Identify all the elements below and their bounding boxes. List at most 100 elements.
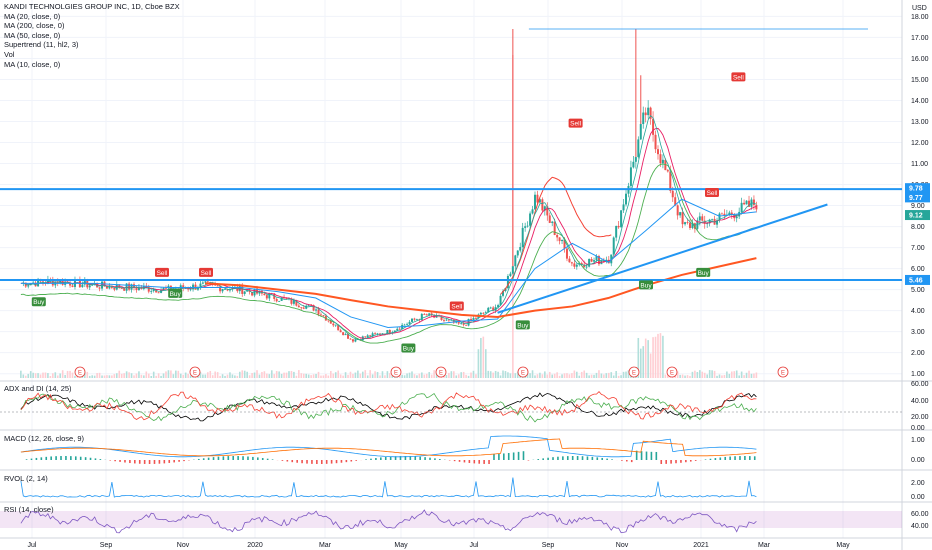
- volume-bar: [118, 370, 121, 378]
- macd-histogram-bar: [729, 456, 731, 460]
- macd-histogram-bar: [680, 460, 682, 463]
- candle-body: [681, 212, 684, 225]
- sell-signal: [199, 267, 213, 277]
- candle-body: [317, 309, 320, 315]
- price-tag: [905, 192, 930, 203]
- volume-bar: [91, 375, 93, 378]
- macd-histogram-bar: [84, 457, 87, 460]
- macd-line: [20, 435, 757, 458]
- earnings-letter: E: [193, 371, 197, 377]
- rsi-line: [20, 509, 757, 534]
- candle-body: [251, 291, 254, 296]
- signal-labels: Buy Sell Buy Sell Buy Sell Buy Sell Buy Sell Buy Se…: [31, 72, 746, 353]
- volume-bar: [88, 375, 91, 378]
- volume-bar: [738, 375, 740, 378]
- volume-bar: [344, 372, 347, 378]
- volume-bar: [408, 372, 411, 378]
- macd-pane: [20, 435, 757, 464]
- volume-bar: [211, 375, 214, 378]
- price-tick-label: 11.00: [911, 161, 928, 168]
- candle-body: [398, 328, 401, 330]
- volume-bar: [369, 370, 371, 378]
- rsi-label[interactable]: RSI (14, close): [4, 505, 54, 514]
- candle-body: [755, 204, 758, 210]
- volume-bar: [649, 353, 652, 378]
- rsi-pane: [0, 509, 902, 534]
- volume-bar: [56, 375, 59, 378]
- macd-histogram-bar: [557, 456, 559, 460]
- volume-bar: [332, 373, 335, 378]
- time-tick-label: Nov: [616, 542, 629, 549]
- macd-histogram-bar: [173, 460, 175, 463]
- legend-vol[interactable]: Vol: [4, 49, 15, 59]
- macd-histogram-bar: [596, 457, 599, 460]
- volume-bar: [482, 336, 485, 378]
- earnings-letter: E: [781, 371, 785, 377]
- time-tick-label: Mar: [319, 542, 332, 549]
- price-axis[interactable]: 18.00 17.00 16.00 15.00 14.00 13.00 12.00 11.00…: [905, 14, 930, 530]
- macd-histogram-bar: [158, 460, 161, 464]
- buy-signal: [401, 343, 416, 353]
- volume-bar: [177, 370, 180, 378]
- volume-bar: [726, 371, 728, 378]
- candle-body: [403, 324, 406, 326]
- volume-bar: [558, 375, 561, 378]
- volume-bar: [22, 374, 25, 378]
- volume-bar: [175, 370, 177, 378]
- adx-label[interactable]: ADX and DI (14, 25): [4, 384, 72, 393]
- candle-body: [157, 292, 160, 294]
- symbol-title[interactable]: KANDI TECHNOLGIES GROUP INC, 1D, Cboe BZ…: [4, 2, 180, 11]
- volume-bar: [694, 370, 696, 378]
- volume-bar: [492, 372, 494, 378]
- volume-bar: [642, 346, 645, 378]
- legend-ma50[interactable]: MA (50, close, 0): [4, 30, 61, 40]
- volume-bar: [74, 375, 76, 378]
- candle-body: [661, 159, 664, 164]
- candle-body: [585, 266, 588, 268]
- macd-label[interactable]: MACD (12, 26, close, 9): [4, 434, 85, 443]
- candle-body: [425, 314, 428, 316]
- candle-body: [701, 216, 704, 221]
- candle-body: [315, 309, 318, 311]
- candle-body: [88, 285, 91, 288]
- legend-ma20[interactable]: MA (20, close, 0): [4, 11, 61, 21]
- volume-bar: [713, 370, 716, 378]
- price-tick-label: 6.00: [911, 266, 925, 273]
- macd-histogram-bar: [507, 453, 510, 460]
- candle-body: [688, 222, 691, 228]
- macd-histogram-bar: [630, 460, 633, 463]
- candle-body: [388, 330, 391, 334]
- candle-body: [371, 333, 374, 337]
- price-tag-label: 9.78: [909, 186, 923, 193]
- macd-histogram-bar: [537, 459, 540, 460]
- volume-bar: [588, 375, 590, 378]
- rvol-label[interactable]: RVOL (2, 14): [4, 474, 48, 483]
- time-tick-label: Sep: [100, 542, 113, 549]
- legend-ma200[interactable]: MA (200, close, 0): [4, 21, 65, 31]
- signal-text: Buy: [517, 322, 529, 329]
- legend-ma10[interactable]: MA (10, close, 0): [4, 59, 61, 69]
- volume-bar: [654, 336, 657, 378]
- macd-histogram-bar: [330, 460, 333, 464]
- time-axis[interactable]: Jul Sep Nov 2020 Mar May Jul Sep Nov 2021 Mar May: [28, 542, 851, 549]
- candle-body: [319, 314, 322, 316]
- legend-supertrend[interactable]: Supertrend (11, hl2, 3): [4, 40, 79, 50]
- volume-bar: [406, 373, 408, 378]
- macd-histogram-bar: [183, 460, 185, 462]
- macd-histogram-bar: [409, 456, 412, 460]
- macd-histogram-bar: [463, 460, 466, 463]
- candle-body: [558, 237, 561, 242]
- volume-bar: [364, 370, 367, 378]
- pane-tick-label: 40.00: [911, 398, 929, 405]
- volume-bar: [27, 373, 30, 378]
- volume-bar: [509, 373, 512, 378]
- candle-body: [708, 219, 711, 224]
- candle-body: [533, 194, 536, 210]
- volume-bar: [61, 370, 64, 378]
- volume-bar: [125, 371, 128, 378]
- drawings[interactable]: [0, 28, 902, 314]
- pane-tick-label: 60.00: [911, 381, 929, 388]
- candle-body: [440, 316, 443, 320]
- volume-bar: [477, 349, 480, 378]
